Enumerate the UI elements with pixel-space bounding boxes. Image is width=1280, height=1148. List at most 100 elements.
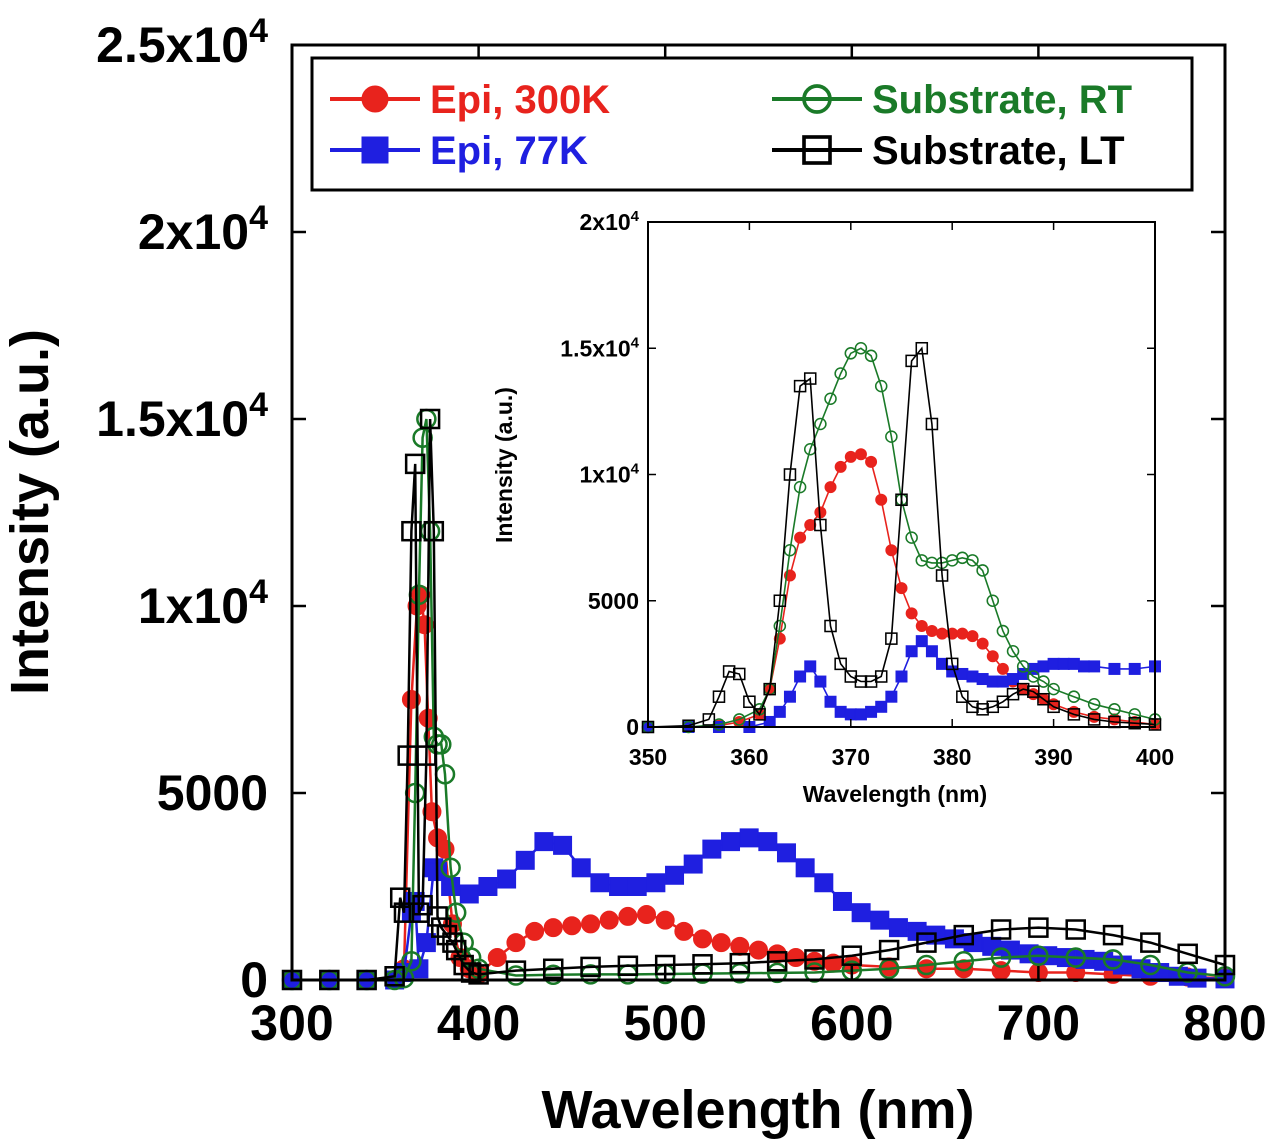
inset-data-point	[976, 673, 989, 686]
inset-data-point	[1128, 716, 1141, 730]
inset-y-tick-exponent: 4	[631, 208, 640, 225]
inset-x-tick-label: 360	[730, 744, 768, 770]
inset-data-point	[895, 582, 908, 595]
main-data-point	[435, 839, 455, 859]
main-data-point	[401, 951, 422, 972]
main-data-point	[562, 916, 582, 936]
inset-data-point	[1088, 660, 1101, 673]
inset-data-point	[966, 630, 979, 643]
inset-data-point	[915, 620, 928, 632]
main-y-tick-label: 0	[240, 952, 268, 1008]
main-data-point	[870, 910, 890, 930]
inset-data-point	[854, 448, 867, 461]
legend-label: Epi, 300K	[430, 78, 610, 122]
inset-data-point	[1006, 687, 1020, 701]
main-data-point	[665, 865, 685, 885]
main-data-point	[553, 835, 573, 855]
inset-data-point	[966, 670, 979, 683]
main-y-axis-label: Intensity (a.u.)	[0, 329, 60, 695]
inset-data-point	[925, 625, 938, 638]
inset-data-point	[1037, 692, 1050, 706]
main-x-axis-label: Wavelength (nm)	[541, 1080, 974, 1140]
main-data-point	[1028, 917, 1049, 938]
main-data-point	[841, 945, 863, 966]
inset-data-point	[794, 531, 807, 544]
inset-data-point	[885, 690, 898, 703]
inset-data-point	[905, 531, 918, 544]
main-data-point	[571, 858, 591, 878]
main-data-point	[497, 869, 517, 889]
main-data-point	[878, 939, 900, 961]
inset-data-point	[996, 662, 1009, 675]
main-data-point	[674, 921, 694, 941]
legend-marker	[802, 84, 832, 114]
inset-y-tick-label: 0	[626, 714, 639, 740]
main-data-point	[543, 918, 563, 938]
legend-marker	[361, 136, 389, 164]
inset-data-point	[1067, 690, 1081, 703]
inset-x-tick-label: 390	[1034, 744, 1072, 770]
inset-data-point	[925, 556, 939, 570]
inset-x-tick-label: 350	[629, 744, 667, 770]
main-data-point	[431, 734, 452, 755]
main-data-point	[404, 782, 426, 804]
inset-data-point	[763, 715, 776, 728]
inset-data-point	[834, 460, 847, 473]
main-data-point	[412, 894, 433, 916]
main-y-tick-exponent: 4	[249, 199, 268, 237]
main-data-point	[515, 850, 535, 870]
inset-data-point	[732, 713, 746, 726]
main-data-point	[416, 933, 436, 953]
legend-item-3: Substrate, RT	[772, 78, 1132, 122]
inset-data-point	[1078, 660, 1091, 673]
inset-data-point	[1037, 675, 1050, 688]
inset-data-point	[844, 450, 857, 463]
main-y-tick-base: 2x10	[138, 204, 249, 260]
inset-data-point	[1067, 657, 1080, 670]
main-data-point	[878, 958, 900, 980]
inset-x-tick-label: 400	[1136, 744, 1174, 770]
inset-data-point	[935, 569, 949, 582]
main-data-point	[888, 918, 908, 938]
main-data-point	[397, 745, 418, 766]
legend-box	[310, 56, 1194, 192]
main-y-tick-exponent: 4	[249, 386, 268, 424]
inset-data-point	[803, 372, 817, 385]
inset-y-tick-label: 5000	[588, 588, 639, 614]
main-y-tick-exponent: 4	[249, 573, 268, 611]
inset-data-point	[732, 667, 746, 681]
inset-data-point	[773, 705, 786, 718]
legend-marker	[361, 85, 389, 113]
inset-y-tick-base: 5000	[588, 588, 639, 614]
inset-data-point	[1007, 673, 1020, 686]
inset-data-point	[682, 719, 695, 733]
inset-data-point	[996, 624, 1010, 638]
main-data-point	[384, 966, 405, 987]
inset-data-point	[905, 607, 918, 620]
main-data-point	[786, 948, 806, 968]
main-data-point	[404, 453, 426, 475]
main-data-point	[953, 951, 975, 972]
inset-data-point	[875, 493, 888, 506]
legend-label: Substrate, RT	[872, 78, 1132, 122]
inset-data-point	[865, 455, 878, 468]
inset-data-point	[895, 670, 908, 683]
inset-data-point	[804, 660, 817, 673]
inset-data-point	[874, 670, 888, 683]
inset-data-point	[966, 554, 979, 567]
main-y-tick-exponent: 4	[249, 12, 268, 50]
main-data-point	[1177, 943, 1198, 965]
main-data-point	[729, 952, 751, 974]
inset-data-point	[834, 367, 847, 380]
inset-data-point	[1047, 700, 1060, 714]
main-data-point	[401, 520, 422, 542]
main-data-point	[851, 903, 871, 923]
legend-items: Epi, 300K Epi, 77K Substrate, RT Substrate,…	[330, 78, 1132, 173]
main-data-point	[534, 832, 554, 852]
main-data-point	[1140, 932, 1161, 953]
inset-data-point	[885, 632, 898, 645]
inset-data-point	[1006, 644, 1020, 658]
main-data-point	[506, 933, 526, 953]
inset-data-point	[794, 670, 807, 683]
